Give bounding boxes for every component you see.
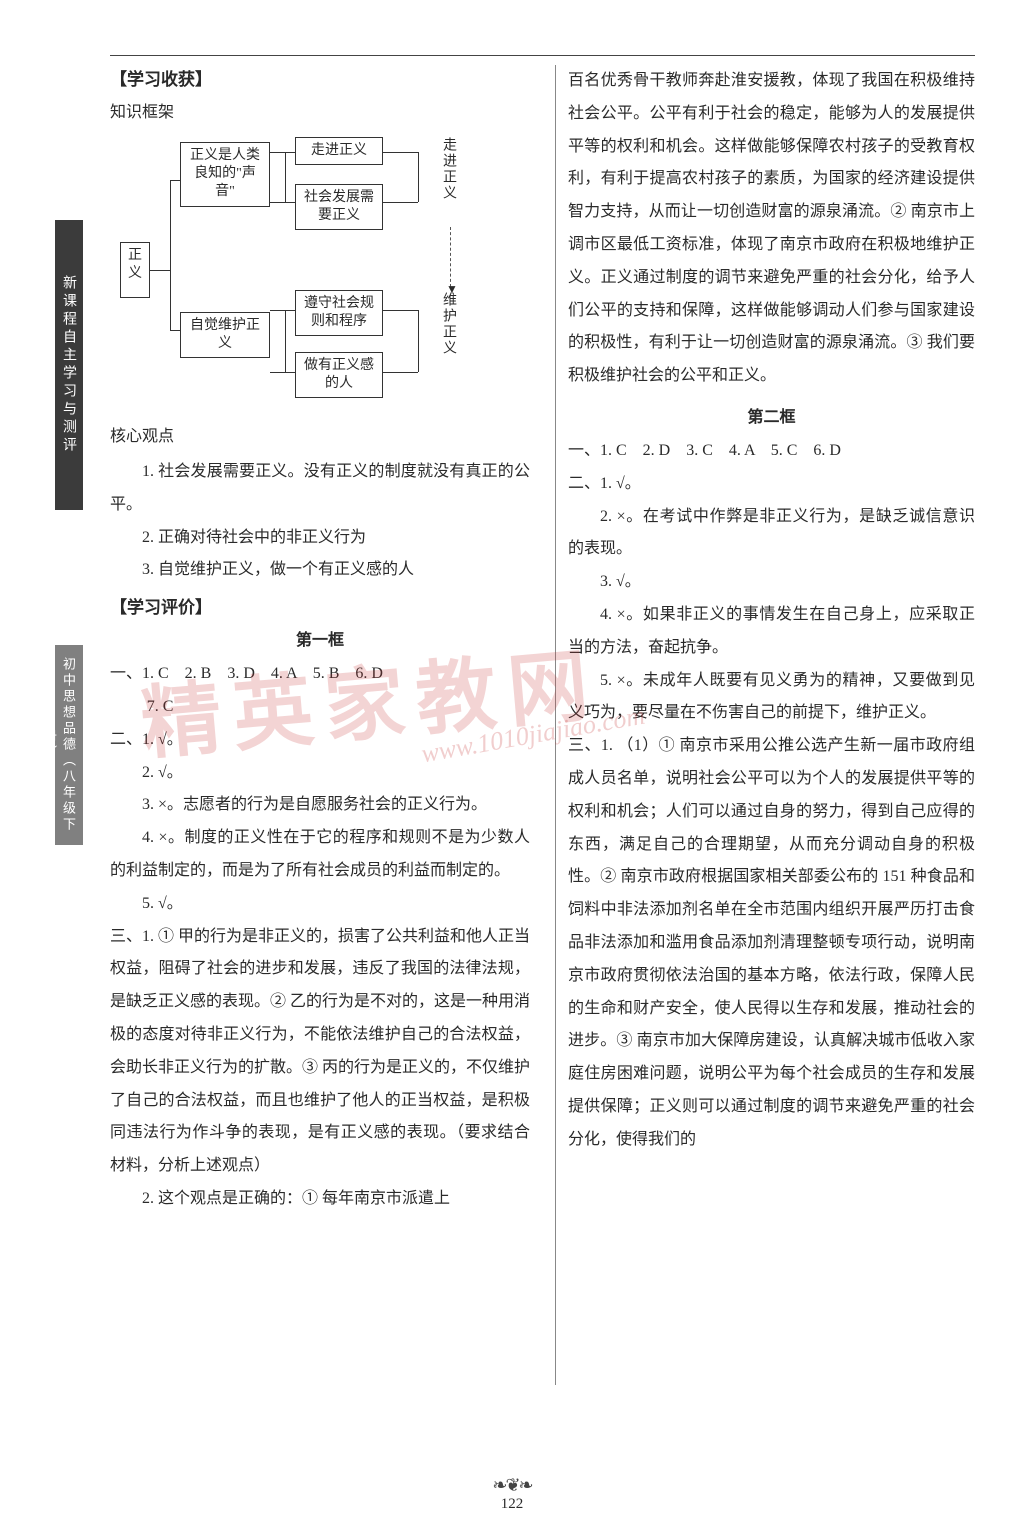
dline-dash: [450, 227, 451, 287]
left-column: 【学习收获】 知识框架 正义 正义是人类良知的"声音" 走进正义 社会发展需要正…: [110, 65, 530, 1216]
page-container: 新课程自主学习与测评 初中思想品德（八年级下册） 【学习收获】 知识框架 正义 …: [55, 65, 975, 1475]
right-top-text: 百名优秀骨干教师奔赴淮安援教，体现了我国在积极维持社会公平。公平有利于社会的稳定…: [568, 65, 975, 393]
eval-2-4: 4. ×。制度的正义性在于它的程序和规则不是为少数人的利益制定的，而是为了所有社…: [110, 822, 530, 888]
arrow-down-icon: ▼: [446, 282, 458, 297]
dline: [270, 152, 295, 153]
header-frame2: 第二框: [568, 403, 975, 427]
right-top-para: 百名优秀骨干教师奔赴淮安援教，体现了我国在积极维持社会公平。公平有利于社会的稳定…: [568, 65, 975, 393]
dline: [170, 180, 180, 181]
right-column: 百名优秀骨干教师奔赴淮安援教，体现了我国在积极维持社会公平。公平有利于社会的稳定…: [555, 65, 975, 1385]
eval-3-1: 三、1. ① 甲的行为是非正义的，损害了公共利益和他人正当权益，阻碍了社会的进步…: [110, 921, 530, 1183]
header-frame1: 第一框: [110, 626, 530, 650]
dvtext-enter: 走进正义: [438, 137, 458, 201]
r-3-1: 三、1. （1）① 南京市采用公推公选产生新一届市政府组成人员名单，说明社会公平…: [568, 730, 975, 1156]
eval-2-3: 3. ×。志愿者的行为是自愿服务社会的正义行为。: [110, 789, 530, 822]
dline: [270, 202, 295, 203]
eval-q1b: 7. C: [110, 691, 530, 724]
dline: [285, 152, 286, 202]
dline: [150, 270, 170, 271]
dbox-dev: 社会发展需要正义: [295, 184, 383, 230]
dbox-sound: 正义是人类良知的"声音": [180, 142, 270, 207]
dbox-zhengyi: 正义: [120, 242, 150, 298]
page-decoration-icon: ❧❦❧: [492, 1475, 531, 1496]
dbox-sense: 做有正义感的人: [295, 352, 383, 398]
r-q1: 一、1. C 2. D 3. C 4. A 5. C 6. D: [568, 435, 975, 468]
dbox-enter: 走进正义: [295, 137, 383, 165]
dline: [270, 310, 295, 311]
dvtext-protect: 维护正义: [438, 292, 458, 356]
dline: [170, 180, 171, 330]
r-2-3: 3. √。: [568, 566, 975, 599]
header-eval: 【学习评价】: [110, 593, 530, 618]
core-p3: 3. 自觉维护正义，做一个有正义感的人: [110, 554, 530, 587]
r-2-5: 5. ×。未成年人既要有见义勇为的精神，又要做到见义巧为，要尽量在不伤害自己的前…: [568, 665, 975, 731]
core-p1: 1. 社会发展需要正义。没有正义的制度就没有真正的公平。: [110, 456, 530, 522]
dline: [383, 152, 418, 153]
header-gain: 【学习收获】: [110, 65, 530, 90]
eval-body-left: 一、1. C 2. B 3. D 4. A 5. B 6. D 7. C 二、1…: [110, 658, 530, 1216]
side-tab-sub: 初中思想品德（八年级下册）: [55, 645, 83, 845]
r-2-1: 二、1. √。: [568, 468, 975, 501]
right-eval-body: 一、1. C 2. D 3. C 4. A 5. C 6. D 二、1. √。 …: [568, 435, 975, 1157]
dline: [383, 372, 418, 373]
eval-2-5: 5. √。: [110, 888, 530, 921]
eval-q1: 一、1. C 2. B 3. D 4. A 5. B 6. D: [110, 658, 530, 691]
knowledge-diagram: 正义 正义是人类良知的"声音" 走进正义 社会发展需要正义 走进正义 自觉维护正…: [120, 132, 490, 412]
dline: [170, 330, 180, 331]
r-2-4: 4. ×。如果非正义的事情发生在自己身上，应采取正当的方法，奋起抗争。: [568, 599, 975, 665]
dline: [418, 152, 419, 202]
eval-3-2: 2. 这个观点是正确的：① 每年南京市派遣上: [110, 1183, 530, 1216]
core-points: 1. 社会发展需要正义。没有正义的制度就没有真正的公平。 2. 正确对待社会中的…: [110, 456, 530, 587]
label-core-view: 核心观点: [110, 422, 530, 446]
core-p2: 2. 正确对待社会中的非正义行为: [110, 522, 530, 555]
side-tab-main: 新课程自主学习与测评: [55, 220, 83, 510]
dline: [270, 372, 295, 373]
label-knowledge-frame: 知识框架: [110, 98, 530, 122]
eval-2-2: 2. √。: [110, 757, 530, 790]
dline: [383, 202, 418, 203]
top-rule: [110, 55, 975, 56]
page-number: 122: [501, 1496, 524, 1513]
r-2-2: 2. ×。在考试中作弊是非正义行为，是缺乏诚信意识的表现。: [568, 501, 975, 567]
dbox-rules: 遵守社会规则和程序: [295, 290, 383, 336]
dbox-self: 自觉维护正义: [180, 312, 270, 358]
eval-2-1: 二、1. √。: [110, 724, 530, 757]
dline: [418, 310, 419, 372]
dline: [285, 310, 286, 372]
dline: [383, 310, 418, 311]
